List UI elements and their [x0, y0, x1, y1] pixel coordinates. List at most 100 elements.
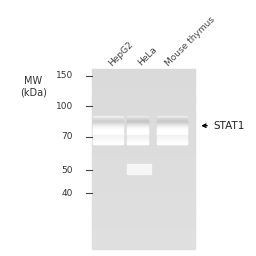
Bar: [92, 125, 195, 128]
Bar: [157, 127, 187, 128]
Bar: [92, 208, 195, 211]
Bar: [93, 117, 123, 118]
Bar: [127, 132, 148, 133]
Bar: [93, 140, 123, 141]
Bar: [92, 221, 195, 224]
Bar: [127, 118, 148, 119]
Bar: [92, 156, 195, 159]
Bar: [157, 141, 187, 142]
Bar: [92, 242, 195, 244]
Bar: [157, 126, 187, 127]
Bar: [93, 129, 123, 130]
Bar: [92, 204, 195, 206]
Bar: [157, 137, 187, 138]
Bar: [127, 119, 148, 120]
Bar: [92, 98, 195, 101]
Bar: [92, 212, 195, 215]
Bar: [92, 87, 195, 90]
Bar: [93, 124, 123, 125]
Bar: [92, 89, 195, 92]
Bar: [93, 118, 123, 119]
Bar: [93, 141, 123, 142]
Bar: [127, 142, 148, 144]
Bar: [92, 228, 195, 231]
Bar: [92, 138, 195, 141]
Bar: [93, 123, 123, 124]
Bar: [127, 134, 148, 135]
Bar: [157, 120, 187, 121]
Bar: [157, 142, 187, 144]
Bar: [127, 126, 148, 127]
Bar: [127, 131, 148, 132]
Bar: [92, 94, 195, 97]
Bar: [92, 206, 195, 208]
Bar: [157, 131, 187, 132]
Bar: [93, 130, 123, 131]
Bar: [92, 143, 195, 146]
Bar: [127, 125, 148, 126]
Bar: [157, 133, 187, 134]
Bar: [127, 121, 148, 122]
Bar: [127, 129, 148, 130]
Bar: [92, 219, 195, 222]
Text: 50: 50: [61, 166, 73, 175]
Bar: [92, 76, 195, 79]
Bar: [127, 116, 148, 118]
Text: STAT1: STAT1: [214, 121, 245, 131]
Bar: [93, 132, 123, 133]
Bar: [127, 123, 148, 124]
Bar: [92, 230, 195, 233]
Bar: [92, 71, 195, 74]
Bar: [93, 120, 123, 121]
Bar: [127, 117, 148, 118]
Bar: [93, 125, 123, 126]
Bar: [157, 132, 187, 133]
Bar: [92, 195, 195, 197]
Bar: [92, 110, 195, 112]
Bar: [157, 121, 187, 122]
Bar: [93, 126, 123, 127]
Bar: [157, 140, 187, 141]
Bar: [157, 138, 187, 139]
Bar: [92, 177, 195, 179]
Bar: [127, 132, 148, 133]
Bar: [93, 136, 123, 137]
Bar: [92, 244, 195, 247]
Text: 100: 100: [56, 102, 73, 111]
Bar: [92, 152, 195, 155]
Bar: [157, 134, 187, 135]
Bar: [92, 141, 195, 144]
Bar: [93, 121, 123, 122]
Bar: [92, 226, 195, 229]
Bar: [127, 136, 148, 137]
Bar: [157, 121, 187, 122]
Bar: [92, 116, 195, 119]
Bar: [92, 92, 195, 94]
Bar: [92, 82, 195, 85]
Bar: [93, 138, 123, 140]
Bar: [93, 116, 123, 118]
Bar: [127, 130, 148, 131]
Bar: [93, 129, 123, 130]
Bar: [93, 137, 123, 138]
Bar: [157, 118, 187, 119]
Bar: [92, 192, 195, 195]
Bar: [92, 130, 195, 132]
Bar: [157, 125, 187, 126]
Bar: [92, 210, 195, 213]
Text: 150: 150: [56, 71, 73, 80]
Bar: [93, 142, 123, 144]
Bar: [92, 235, 195, 238]
Bar: [92, 246, 195, 249]
Bar: [127, 141, 148, 143]
Bar: [157, 141, 187, 143]
Bar: [127, 120, 148, 121]
Bar: [92, 183, 195, 186]
Bar: [92, 190, 195, 193]
Bar: [127, 124, 148, 125]
Bar: [92, 69, 195, 72]
Bar: [127, 128, 148, 129]
Text: MW
(kDa): MW (kDa): [20, 76, 47, 97]
Bar: [157, 122, 187, 123]
Bar: [92, 103, 195, 105]
